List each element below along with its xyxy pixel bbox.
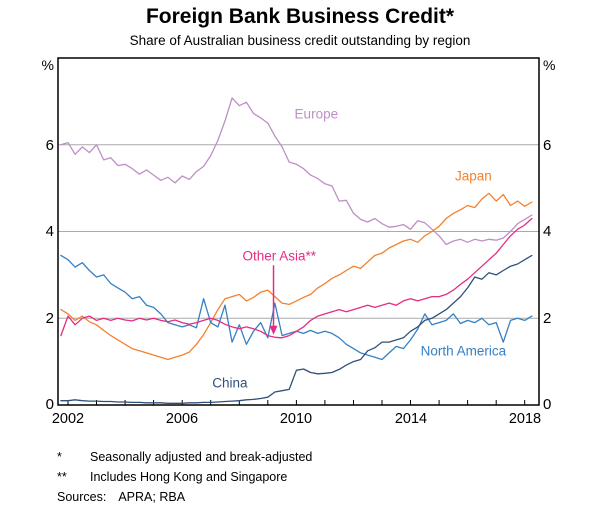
series-line-japan bbox=[60, 192, 533, 361]
x-tick-2002: 2002 bbox=[51, 411, 85, 427]
series-label-north-america: North America bbox=[420, 343, 507, 359]
footnote-2-text: Includes Hong Kong and Singapore bbox=[90, 470, 288, 484]
series-label-china: China bbox=[212, 375, 248, 391]
sources-line: Sources: APRA; RBA bbox=[57, 490, 185, 504]
series-label-other-asia: Other Asia** bbox=[242, 248, 316, 264]
series-label-japan: Japan bbox=[454, 168, 492, 184]
y-tick-right-2: 2 bbox=[543, 310, 552, 327]
y-unit-right: % bbox=[543, 57, 556, 73]
y-tick-left-2: 2 bbox=[45, 310, 54, 327]
series-label-europe: Europe bbox=[294, 106, 339, 122]
y-tick-right-6: 6 bbox=[543, 137, 552, 154]
y-tick-left-0: 0 bbox=[45, 396, 54, 413]
chart-title: Foreign Bank Business Credit* bbox=[145, 5, 455, 28]
y-tick-left-4: 4 bbox=[45, 223, 54, 240]
sources-value: APRA; RBA bbox=[118, 490, 186, 504]
y-tick-right-0: 0 bbox=[543, 396, 552, 413]
footnote-1-symbol: * bbox=[57, 450, 62, 464]
series-line-other-asia- bbox=[60, 217, 533, 339]
x-tick-2010: 2010 bbox=[279, 411, 313, 427]
y-unit-left: % bbox=[41, 57, 54, 73]
footnote-2-symbol: ** bbox=[57, 470, 67, 484]
annotation-arrow-head bbox=[269, 325, 278, 335]
x-tick-2014: 2014 bbox=[394, 411, 428, 427]
series-line-europe bbox=[60, 97, 533, 246]
chart-subtitle: Share of Australian business credit outs… bbox=[129, 33, 471, 48]
footnote-1-text: Seasonally adjusted and break-adjusted bbox=[90, 450, 313, 464]
series-line-china bbox=[60, 254, 533, 404]
y-tick-left-6: 6 bbox=[45, 137, 54, 154]
y-tick-right-4: 4 bbox=[543, 223, 552, 240]
plot-frame bbox=[57, 57, 540, 406]
footnote-1: * Seasonally adjusted and break-adjusted bbox=[57, 450, 312, 464]
x-tick-2018: 2018 bbox=[508, 411, 542, 427]
sources-label: Sources: bbox=[57, 490, 107, 504]
x-tick-2006: 2006 bbox=[165, 411, 199, 427]
footnote-2: ** Includes Hong Kong and Singapore bbox=[57, 470, 287, 484]
